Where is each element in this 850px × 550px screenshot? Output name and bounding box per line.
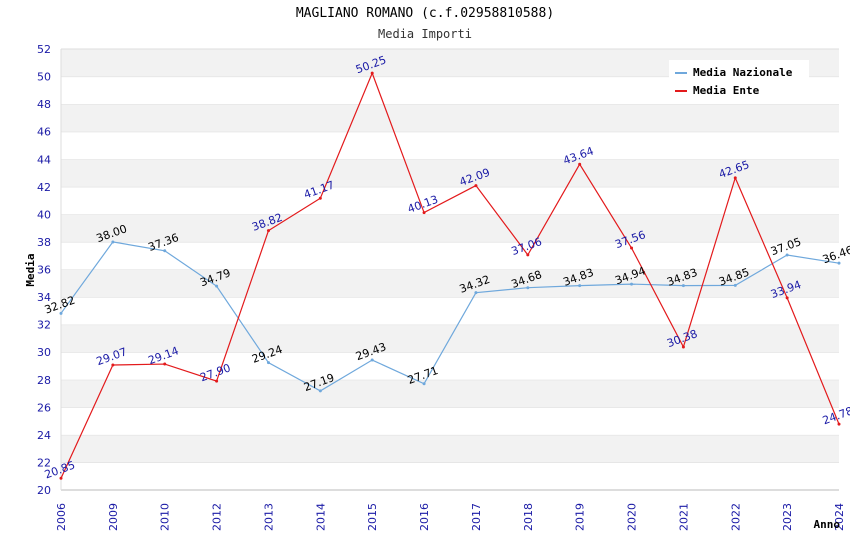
y-tick-label: 30 bbox=[37, 346, 51, 359]
data-point bbox=[474, 291, 478, 295]
legend-swatch-naz bbox=[675, 72, 687, 74]
x-tick-label: 2023 bbox=[781, 503, 794, 531]
y-tick-label: 40 bbox=[37, 208, 51, 221]
y-tick-label: 50 bbox=[37, 71, 51, 84]
legend: Media Nazionale Media Ente bbox=[669, 60, 809, 102]
x-tick-label: 2022 bbox=[729, 503, 742, 531]
data-point bbox=[837, 422, 841, 426]
x-tick-label: 2024 bbox=[833, 503, 846, 531]
grid-band bbox=[61, 186, 839, 215]
grid-bands bbox=[60, 48, 839, 491]
y-tick-label: 34 bbox=[37, 291, 51, 304]
series-line-media-ente bbox=[60, 71, 840, 479]
data-point bbox=[370, 71, 374, 75]
data-point bbox=[266, 361, 270, 365]
grid-band bbox=[61, 269, 839, 298]
data-point bbox=[474, 184, 478, 188]
legend-label-naz: Media Nazionale bbox=[693, 66, 793, 79]
y-axis-label: Media bbox=[24, 253, 37, 286]
grid-band bbox=[61, 214, 839, 242]
data-point bbox=[111, 363, 115, 367]
y-tick-label: 22 bbox=[37, 456, 51, 469]
y-tick-label: 38 bbox=[37, 236, 51, 249]
data-point bbox=[318, 196, 322, 200]
grid-band bbox=[61, 379, 839, 408]
x-tick-label: 2009 bbox=[107, 503, 120, 531]
y-tick-label: 32 bbox=[37, 319, 51, 332]
x-tick-label: 2016 bbox=[418, 503, 431, 531]
grid-band bbox=[61, 297, 839, 325]
grid-band bbox=[61, 407, 839, 435]
y-tick-label: 36 bbox=[37, 264, 51, 277]
y-tick-label: 26 bbox=[37, 401, 51, 414]
y-tick-label: 28 bbox=[37, 374, 51, 387]
legend-item-ente: Media Ente bbox=[675, 84, 759, 97]
data-point bbox=[422, 382, 426, 386]
data-point bbox=[59, 476, 63, 480]
grid-band bbox=[61, 131, 839, 160]
data-point bbox=[630, 246, 634, 250]
y-tick-label: 42 bbox=[37, 181, 51, 194]
data-point bbox=[733, 283, 737, 287]
legend-label-ente: Media Ente bbox=[693, 84, 760, 97]
grid-band bbox=[61, 241, 839, 270]
data-point bbox=[163, 362, 167, 366]
x-tick-label: 2012 bbox=[211, 503, 224, 531]
data-point bbox=[526, 253, 530, 257]
data-point bbox=[785, 253, 789, 257]
legend-swatch-ente bbox=[675, 90, 687, 92]
x-tick-label: 2014 bbox=[314, 503, 327, 531]
grid-band bbox=[61, 159, 839, 187]
grid-band bbox=[61, 104, 839, 132]
y-tick-label: 52 bbox=[37, 43, 51, 56]
data-point bbox=[630, 282, 634, 286]
x-tick-label: 2010 bbox=[159, 503, 172, 531]
legend-item-naz: Media Nazionale bbox=[675, 66, 792, 79]
x-tick-label: 2006 bbox=[55, 503, 68, 531]
x-axis-ticks: 2006 2009 2010 2012 2013 2014 2015 2016 2017 2018… bbox=[55, 503, 846, 531]
series-lines bbox=[59, 71, 841, 480]
data-point bbox=[111, 240, 115, 244]
data-point bbox=[681, 345, 685, 349]
data-point bbox=[163, 249, 167, 253]
data-point bbox=[681, 284, 685, 288]
series-line-media-nazionale bbox=[60, 241, 840, 392]
grid-band bbox=[61, 352, 839, 380]
x-tick-label: 2020 bbox=[626, 503, 639, 531]
y-axis-ticks: 20 22 24 26 28 30 32 34 36 38 40 42 44 46 48 50 52 bbox=[37, 43, 51, 497]
data-point bbox=[733, 176, 737, 180]
x-tick-label: 2021 bbox=[677, 503, 690, 531]
data-point bbox=[370, 358, 374, 362]
x-tick-label: 2015 bbox=[366, 503, 379, 531]
chart-title: MAGLIANO ROMANO (c.f.02958810588) bbox=[295, 6, 555, 21]
x-tick-label: 2019 bbox=[574, 503, 587, 531]
x-tick-label: 2013 bbox=[262, 503, 275, 531]
data-point bbox=[526, 286, 530, 290]
chart-subtitle: Media Importi bbox=[378, 27, 472, 41]
data-point bbox=[578, 284, 582, 288]
y-tick-label: 44 bbox=[37, 153, 51, 166]
data-point bbox=[266, 229, 270, 233]
y-tick-label: 24 bbox=[37, 429, 51, 442]
x-axis-label: Anno bbox=[814, 518, 841, 531]
data-point bbox=[59, 311, 63, 315]
data-point bbox=[318, 389, 322, 393]
x-tick-label: 2017 bbox=[470, 503, 483, 531]
data-point bbox=[422, 211, 426, 215]
grid-band bbox=[61, 434, 839, 463]
data-point bbox=[578, 162, 582, 166]
data-point bbox=[215, 284, 219, 288]
y-tick-label: 20 bbox=[37, 484, 51, 497]
y-tick-label: 48 bbox=[37, 98, 51, 111]
x-tick-label: 2018 bbox=[522, 503, 535, 531]
data-point bbox=[785, 296, 789, 300]
grid-band bbox=[61, 462, 839, 490]
data-point bbox=[215, 379, 219, 383]
y-tick-label: 46 bbox=[37, 126, 51, 139]
data-point bbox=[837, 261, 841, 265]
